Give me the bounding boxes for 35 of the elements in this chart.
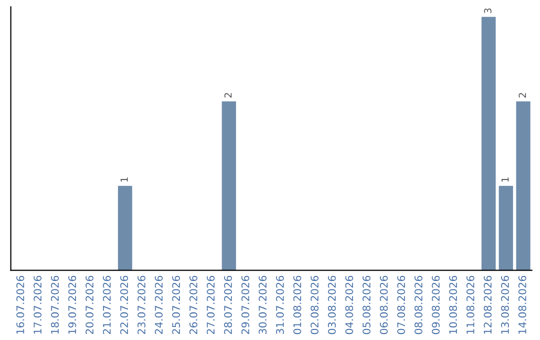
x-tick-label: 12.08.2026 (484, 276, 492, 334)
x-tick-label: 19.07.2026 (68, 276, 76, 334)
x-tick-label: 02.08.2026 (310, 276, 319, 334)
x-tick-label: 10.08.2026 (449, 276, 458, 334)
data-label: 3 (484, 8, 492, 14)
x-tick-label: 06.08.2026 (380, 276, 388, 334)
x-tick-label: 31.07.2026 (276, 276, 284, 334)
x-tick-label: 09.08.2026 (432, 276, 440, 334)
x-tick-label: 14.08.2026 (518, 276, 526, 334)
x-tick-label: 07.08.2026 (397, 276, 406, 334)
x-tick-label: 24.07.2026 (154, 276, 163, 334)
x-tick-label: 30.07.2026 (258, 276, 267, 334)
data-label: 2 (224, 93, 232, 98)
x-tick-label: 21.07.2026 (102, 276, 111, 334)
x-tick-label: 26.07.2026 (189, 276, 198, 334)
x-tick-label: 08.08.2026 (414, 276, 422, 334)
x-tick-label: 23.07.2026 (138, 276, 146, 334)
x-tick-label: 11.08.2026 (466, 276, 474, 334)
x-tick-label: 28.07.2026 (224, 276, 232, 334)
x-tick-label: 27.07.2026 (206, 276, 215, 334)
x-tick-label: 01.08.2026 (293, 276, 302, 334)
x-tick-label: 17.07.2026 (34, 276, 42, 334)
x-tick-label: 18.07.2026 (50, 276, 59, 334)
data-label: 2 (518, 93, 526, 98)
x-tick-label: 05.08.2026 (362, 276, 370, 334)
data-label: 1 (502, 177, 509, 182)
x-tick-label: 29.07.2026 (241, 276, 250, 334)
x-tick-label: 03.08.2026 (328, 276, 336, 334)
x-tick-label: 04.08.2026 (345, 276, 354, 334)
x-tick-label: 25.07.2026 (172, 276, 180, 334)
x-tick-label: 22.07.2026 (120, 276, 128, 334)
x-tick-label: 16.07.2026 (16, 276, 24, 334)
data-label: 1 (120, 177, 128, 182)
x-tick-label: 20.07.2026 (86, 276, 94, 334)
x-tick-label: 13.08.2026 (501, 276, 509, 334)
